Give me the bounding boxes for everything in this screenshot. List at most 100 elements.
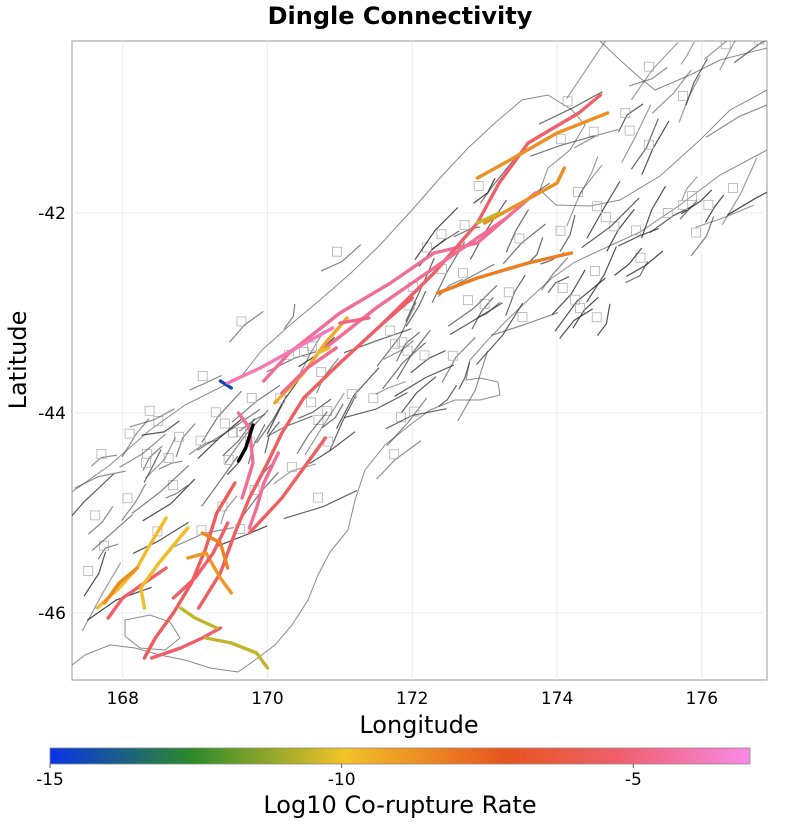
co-rupture-fault-trace bbox=[236, 411, 255, 500]
fault-patch bbox=[195, 435, 206, 446]
co-rupture-fault-trace bbox=[247, 451, 280, 530]
background-fault bbox=[304, 392, 345, 456]
fault-patch bbox=[728, 183, 738, 194]
background-fault bbox=[321, 403, 344, 429]
background-fault bbox=[385, 408, 447, 430]
background-fault bbox=[458, 362, 471, 390]
background-fault bbox=[121, 483, 147, 521]
background-fault bbox=[238, 413, 266, 432]
background-fault bbox=[88, 506, 114, 535]
background-fault bbox=[559, 308, 594, 339]
background-fault bbox=[551, 269, 586, 316]
map-layer bbox=[72, 0, 767, 673]
fault-patch bbox=[591, 312, 602, 323]
background-fault bbox=[335, 367, 380, 429]
x-tick-label: 174 bbox=[541, 689, 573, 709]
co-rupture-fault-trace bbox=[475, 211, 501, 225]
background-fault bbox=[614, 247, 643, 276]
co-rupture-fault-trace bbox=[139, 526, 190, 610]
stewart-island bbox=[124, 614, 181, 651]
fault-patch bbox=[555, 225, 566, 236]
background-fault bbox=[83, 551, 107, 597]
fault-patch bbox=[307, 341, 317, 352]
co-rupture-fault-trace bbox=[247, 436, 328, 535]
fault-patch bbox=[90, 510, 101, 521]
background-fault bbox=[573, 128, 619, 149]
co-rupture-fault-trace bbox=[142, 581, 194, 660]
fault-patch bbox=[223, 454, 234, 465]
colorbar-tick-label: -15 bbox=[36, 770, 64, 790]
background-fault bbox=[74, 470, 126, 489]
fault-patch bbox=[331, 246, 342, 257]
background-fault bbox=[121, 418, 150, 458]
background-fault bbox=[376, 440, 422, 480]
fault-patch bbox=[600, 212, 611, 223]
dingle-source-fault bbox=[236, 423, 255, 463]
background-fault bbox=[596, 303, 611, 336]
background-fault bbox=[175, 423, 196, 458]
fault-patch bbox=[141, 457, 151, 468]
x-axis-label: Longitude bbox=[359, 711, 478, 739]
background-fault bbox=[376, 302, 417, 367]
fault-patch bbox=[396, 412, 407, 423]
co-rupture-fault-trace bbox=[316, 346, 331, 355]
background-fault bbox=[505, 274, 526, 316]
fault-patch bbox=[122, 493, 133, 504]
background-fault bbox=[97, 543, 119, 560]
background-fault bbox=[90, 454, 117, 467]
background-fault bbox=[538, 91, 603, 125]
background-fault bbox=[687, 0, 727, 37]
background-fault bbox=[473, 177, 496, 204]
fault-patch bbox=[555, 133, 566, 144]
co-rupture-fault-trace bbox=[186, 551, 233, 595]
co-rupture-fault-trace bbox=[171, 521, 230, 600]
co-rupture-fault-trace bbox=[106, 566, 168, 620]
fault-patch bbox=[397, 337, 408, 348]
fault-patch bbox=[514, 233, 525, 244]
background-fault bbox=[394, 364, 455, 397]
background-fault bbox=[343, 392, 408, 419]
fault-patch bbox=[662, 208, 673, 218]
co-rupture-fault-trace bbox=[178, 606, 219, 630]
background-fault bbox=[129, 408, 175, 428]
fault-patch bbox=[313, 492, 323, 503]
background-fault bbox=[142, 478, 196, 522]
background-fault bbox=[649, 205, 694, 234]
fault-patch bbox=[235, 427, 246, 438]
co-rupture-fault-trace bbox=[197, 296, 414, 610]
fault-patch bbox=[385, 325, 396, 336]
fault-patch bbox=[458, 267, 469, 278]
north-island-coast bbox=[599, 41, 767, 91]
fault-patch bbox=[246, 392, 257, 403]
background-fault bbox=[690, 216, 715, 256]
grid-lines bbox=[72, 41, 767, 680]
background-fault bbox=[273, 463, 317, 485]
background-fault bbox=[438, 384, 458, 407]
background-fault bbox=[197, 417, 244, 459]
background-fault bbox=[449, 302, 503, 336]
background-fault bbox=[320, 244, 362, 272]
fault-patch bbox=[99, 540, 109, 551]
fault-patch bbox=[557, 283, 568, 293]
background-fault bbox=[264, 421, 280, 454]
fault-patch bbox=[570, 294, 580, 305]
fault-patch bbox=[197, 371, 208, 381]
fault-patch bbox=[703, 199, 714, 210]
fault-patch bbox=[389, 449, 400, 460]
background-fault bbox=[395, 331, 421, 362]
fault-patch bbox=[575, 303, 585, 314]
co-rupture-fault-trace bbox=[102, 566, 139, 605]
colorbar bbox=[49, 747, 751, 765]
chart-title: Dingle Connectivity bbox=[268, 2, 533, 30]
background-fault bbox=[679, 200, 698, 220]
background-fault bbox=[559, 214, 576, 252]
fault-patch bbox=[473, 180, 484, 191]
background-fault bbox=[296, 330, 325, 381]
background-fault bbox=[630, 118, 659, 170]
background-fault bbox=[457, 350, 489, 422]
fault-patch bbox=[219, 418, 230, 429]
fault-patch bbox=[174, 431, 185, 442]
south-island-coastline bbox=[72, 89, 767, 673]
background-fault bbox=[296, 411, 328, 455]
fault-patch bbox=[96, 448, 107, 459]
